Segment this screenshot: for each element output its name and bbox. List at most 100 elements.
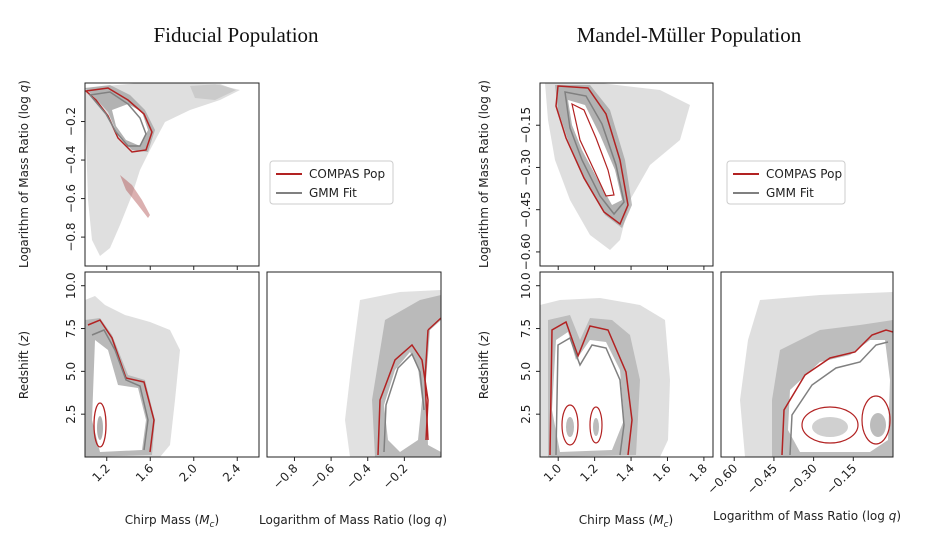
right-panel-logq-z: −0.60 −0.45 −0.30 −0.15 Logarithm of Mass R… — [704, 271, 901, 523]
left-mcq-ylabel: Logarithm of Mass Ratio (log q) — [17, 80, 31, 268]
y-tick-label: 2.5 — [64, 405, 78, 424]
y-tick-label: −0.2 — [64, 107, 78, 136]
x-tick-label: 1.0 — [541, 461, 564, 484]
y-tick-label: −0.15 — [519, 107, 533, 144]
y-tick-label: 2.5 — [519, 405, 533, 424]
x-tick-label: 1.8 — [687, 461, 710, 484]
left-mcz-ylabel: Redshift (z) — [17, 331, 31, 399]
density-core — [112, 104, 148, 146]
right-mcq-ylabel: Logarithm of Mass Ratio (log q) — [477, 80, 491, 268]
density-core — [568, 100, 622, 205]
left-panel-mc-z: 1.2 1.6 2.0 2.4 10.0 7.5 5.0 2.5 Redshift (z) C… — [17, 271, 260, 530]
x-tick-label: −0.4 — [343, 461, 374, 492]
legend-label-compas: COMPAS Pop — [766, 167, 842, 181]
axis-ticks: −0.8 −0.6 −0.4 −0.2 — [270, 457, 410, 492]
legend-label-gmm: GMM Fit — [309, 186, 357, 200]
gmm-contour — [789, 341, 889, 456]
panel-frame — [539, 271, 714, 458]
y-tick-label: 10.0 — [519, 272, 533, 299]
left-qz-xlabel: Logarithm of Mass Ratio (log q) — [259, 513, 447, 527]
axis-ticks: −0.2 −0.4 −0.6 −0.8 — [64, 107, 238, 270]
inner-contour — [93, 402, 107, 448]
x-tick-label: 2.0 — [176, 461, 199, 484]
x-tick-label: 1.2 — [577, 461, 600, 484]
left-mcz-density — [85, 296, 180, 457]
x-tick-label: −0.45 — [744, 461, 780, 497]
left-panel-logq-z: −0.8 −0.6 −0.4 −0.2 Logarithm of Mass Ratio… — [259, 271, 447, 527]
y-tick-label: 7.5 — [519, 319, 533, 338]
inner-contour-1 — [561, 404, 579, 446]
inner-peak — [97, 416, 103, 440]
left-legend: COMPAS Pop GMM Fit — [269, 160, 394, 205]
legend-label-compas: COMPAS Pop — [309, 167, 385, 181]
x-tick-label: −0.15 — [824, 461, 860, 497]
left-mcz-xlabel: Chirp Mass (Mc) — [125, 513, 219, 530]
panel-frame — [84, 82, 260, 267]
right-panel-mc-z: 1.0 1.2 1.4 1.6 1.8 10.0 7.5 5.0 2.5 Redshift (z… — [477, 271, 714, 530]
y-tick-label: −0.4 — [64, 145, 78, 174]
y-tick-label: 7.5 — [64, 319, 78, 338]
panel-frame — [539, 82, 714, 267]
right-panel-mc-logq: −0.15 −0.30 −0.45 −0.60 Logarithm of Mass R… — [477, 80, 714, 271]
compas-contour — [377, 343, 429, 456]
y-tick-label: 5.0 — [64, 362, 78, 381]
panel-frame — [720, 271, 894, 458]
x-tick-label: 1.6 — [133, 461, 156, 484]
gmm-contour — [88, 91, 147, 147]
legend-label-gmm: GMM Fit — [766, 186, 814, 200]
y-tick-label: −0.6 — [64, 184, 78, 213]
left-figure-title: Fiducial Population — [153, 23, 319, 47]
left-mcq-density — [85, 83, 240, 256]
inner-peak-2 — [870, 413, 886, 437]
density-core — [384, 352, 422, 452]
y-tick-label: 10.0 — [64, 272, 78, 299]
left-panel-mc-logq: −0.2 −0.4 −0.6 −0.8 Logarithm of Mass Ratio… — [17, 80, 260, 270]
panel-frame — [266, 271, 442, 458]
inner-contour — [571, 102, 615, 197]
right-mcz-density — [540, 298, 670, 457]
x-tick-label: 2.4 — [220, 461, 243, 484]
x-tick-label: −0.2 — [380, 461, 411, 492]
compas-contour — [549, 320, 633, 456]
inner-peak-2 — [593, 418, 599, 436]
right-figure-title: Mandel-Müller Population — [577, 23, 802, 47]
axis-ticks: −0.60 −0.45 −0.30 −0.15 — [704, 457, 859, 497]
x-tick-label: 1.6 — [650, 461, 673, 484]
gmm-contour — [383, 352, 425, 453]
gmm-contour — [91, 329, 149, 451]
y-tick-label: −0.8 — [64, 223, 78, 252]
x-tick-label: −0.30 — [784, 461, 820, 497]
axis-ticks: −0.15 −0.30 −0.45 −0.60 — [519, 107, 705, 271]
y-tick-label: −0.60 — [519, 234, 533, 271]
y-tick-label: −0.30 — [519, 149, 533, 186]
x-tick-label: −0.8 — [270, 461, 301, 492]
x-tick-label: 1.4 — [614, 461, 637, 484]
x-tick-label: −0.6 — [307, 461, 338, 492]
compas-contour — [555, 85, 629, 226]
inner-contour-2 — [861, 395, 891, 445]
inner-contour-1 — [801, 406, 859, 444]
right-mcz-ylabel: Redshift (z) — [477, 331, 491, 399]
right-mcz-xlabel: Chirp Mass (Mc) — [579, 513, 673, 530]
inner-peak-1 — [566, 417, 574, 437]
right-qz-xlabel: Logarithm of Mass Ratio (log q) — [713, 509, 901, 523]
right-mcq-density — [545, 83, 690, 250]
gmm-contour — [564, 91, 625, 216]
left-qz-density — [345, 290, 441, 457]
x-tick-label: 1.2 — [89, 461, 112, 484]
inner-contour-2 — [589, 406, 603, 444]
inner-peak-1 — [812, 417, 848, 437]
red-tail — [120, 175, 150, 218]
y-tick-label: 5.0 — [519, 362, 533, 381]
density-core-2 — [426, 320, 441, 452]
right-qz-density — [740, 292, 893, 457]
upper-cloud — [190, 84, 236, 100]
y-tick-label: −0.45 — [519, 191, 533, 228]
compas-contour — [781, 329, 893, 456]
panel-frame — [84, 271, 260, 458]
gmm-contour — [555, 336, 625, 456]
right-legend: COMPAS Pop GMM Fit — [726, 160, 846, 205]
x-tick-label: −0.60 — [704, 461, 740, 497]
compas-contour-2 — [424, 317, 441, 441]
